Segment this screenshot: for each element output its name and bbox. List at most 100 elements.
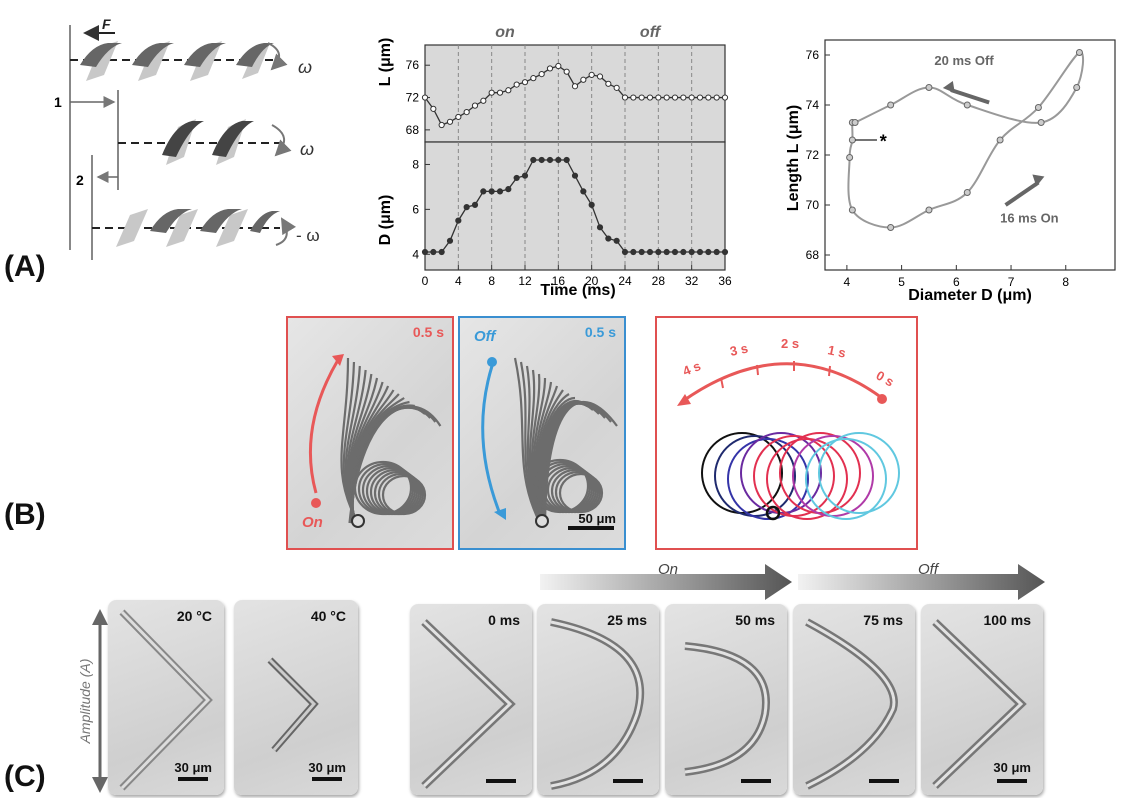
frame-time-label: 50 ms — [735, 612, 775, 628]
scale-bar — [997, 779, 1027, 783]
y-tick-label: 72 — [806, 148, 820, 162]
on-arrowhead — [1032, 174, 1045, 187]
data-point — [563, 68, 570, 75]
data-point — [671, 94, 679, 101]
data-point — [680, 94, 687, 101]
micrograph-frame: 100 ms 30 μm — [921, 604, 1043, 795]
scale-bar-b — [568, 526, 614, 530]
data-point — [438, 121, 445, 129]
off-label: Off — [474, 328, 496, 345]
on-arrow — [1004, 180, 1040, 207]
data-point — [571, 172, 579, 179]
y-tick-label: 8 — [412, 157, 419, 171]
trajectory-circle — [805, 438, 887, 520]
helix-2 — [118, 119, 280, 165]
x-tick-label: 24 — [618, 274, 632, 288]
data-point — [513, 81, 520, 88]
tail-trace — [544, 400, 618, 524]
data-point — [455, 217, 462, 224]
data-point — [430, 105, 437, 112]
data-point — [688, 94, 695, 101]
timeline-4s: 4 s — [681, 358, 703, 379]
panel-label-b: (B) — [4, 498, 46, 531]
tail-off-image: 0.5 s On — [286, 316, 454, 550]
data-point — [563, 156, 570, 164]
star-marker: * — [880, 132, 887, 152]
data-point — [446, 237, 454, 244]
x-tick-label: 0 — [422, 274, 429, 288]
data-point — [421, 94, 429, 101]
data-point — [630, 248, 637, 256]
micrograph-frame: 75 ms — [793, 604, 915, 795]
x-tick-label: 7 — [1008, 275, 1015, 289]
frame-time-label: 100 ms — [983, 612, 1031, 628]
data-point — [546, 156, 554, 164]
data-point — [705, 248, 712, 256]
data-point — [538, 156, 545, 164]
micrograph-frame: 0 ms — [410, 604, 532, 795]
data-point — [713, 94, 720, 101]
omega-label-1: ω — [298, 57, 312, 77]
length-vs-time-chart: 68 72 76 — [406, 44, 729, 143]
data-point — [521, 172, 529, 179]
data-point — [438, 248, 445, 256]
data-point — [638, 94, 645, 101]
y-tick-label: 72 — [406, 91, 420, 105]
data-point — [696, 248, 704, 256]
data-point — [613, 84, 620, 91]
data-point — [596, 224, 604, 231]
trajectory-circle — [727, 438, 809, 520]
scale-bar — [613, 779, 643, 783]
y-tick-label: 6 — [412, 202, 419, 216]
data-point — [496, 188, 504, 195]
arrow-on-label: On — [658, 561, 678, 578]
data-point — [696, 94, 704, 101]
time-axis-title: Time (ms) — [540, 282, 615, 299]
y-tick-label: 76 — [406, 58, 420, 72]
data-point — [471, 102, 479, 109]
temp-label-20: 20 °C — [176, 608, 212, 624]
data-point — [621, 248, 629, 256]
data-point — [471, 201, 479, 208]
annotation-off: off — [640, 24, 662, 41]
data-point — [571, 83, 579, 90]
force-label: F — [102, 16, 111, 32]
arrow-off-label: Off — [918, 561, 940, 578]
omega-label-2: ω — [300, 139, 314, 159]
data-point — [521, 79, 529, 86]
temp-label-40: 40 °C — [310, 608, 346, 624]
scale-bar-c1 — [178, 777, 208, 781]
data-point — [421, 248, 429, 256]
data-point — [1037, 119, 1045, 126]
data-point — [513, 174, 520, 182]
micrograph-20c: 20 °C 30 μm — [108, 600, 224, 795]
frame-time-label: 75 ms — [863, 612, 903, 628]
data-point — [588, 201, 595, 208]
timeline-1s: 1 s — [826, 342, 847, 360]
data-point — [851, 119, 859, 126]
on-off-arrows: On Off — [540, 561, 1045, 600]
data-point — [963, 101, 971, 109]
x-tick-label: 36 — [718, 274, 732, 288]
data-point — [613, 237, 620, 244]
data-point — [721, 248, 729, 256]
data-point — [496, 89, 504, 96]
data-point — [605, 235, 612, 242]
data-point — [688, 248, 695, 256]
panel-label-a: (A) — [4, 250, 46, 283]
off-arrow — [950, 88, 990, 105]
data-point — [446, 118, 454, 125]
amplitude-indicator: Amplitude (A) — [77, 609, 108, 793]
y-tick-label: 76 — [806, 48, 820, 62]
data-point — [1075, 49, 1083, 56]
data-point — [546, 65, 554, 72]
scale-bar — [741, 779, 771, 783]
data-point — [538, 71, 545, 78]
data-point — [605, 80, 612, 87]
scale-label-c1: 30 μm — [174, 760, 212, 775]
x-tick-label: 20 — [585, 274, 599, 288]
data-point — [663, 94, 670, 101]
helix-3 — [92, 209, 280, 247]
